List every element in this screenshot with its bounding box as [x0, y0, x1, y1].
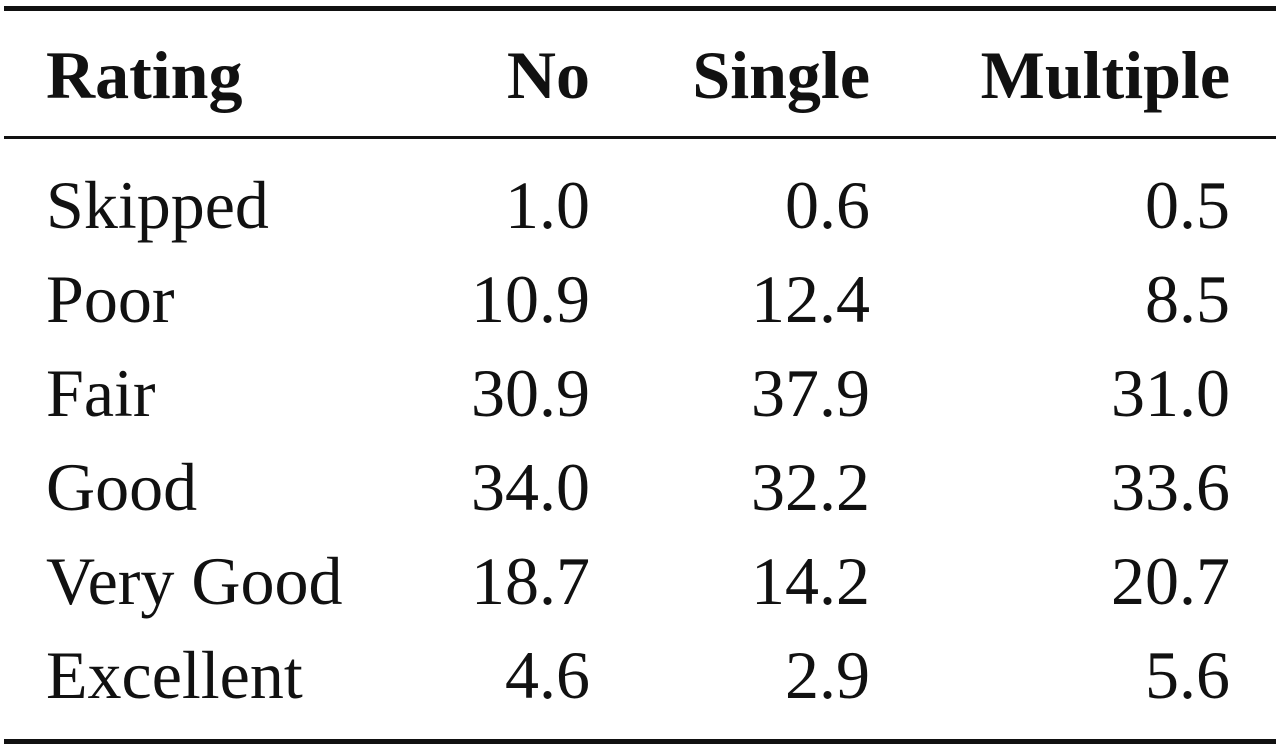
- cell-single: 0.6: [785, 167, 870, 243]
- table-bottom-rule: [4, 739, 1276, 744]
- cell-no: 30.9: [471, 355, 590, 431]
- table-row: Very Good 18.7 14.2 20.7: [0, 534, 1280, 628]
- table-row: Fair 30.9 37.9 31.0: [0, 346, 1280, 440]
- header-rating: Rating: [46, 37, 243, 113]
- cell-multiple: 5.6: [1145, 637, 1230, 713]
- cell-single: 14.2: [751, 543, 870, 619]
- cell-single: 2.9: [785, 637, 870, 713]
- row-label: Skipped: [46, 167, 269, 243]
- cell-no: 18.7: [471, 543, 590, 619]
- cell-no: 4.6: [505, 637, 590, 713]
- table-row: Excellent 4.6 2.9 5.6: [0, 628, 1280, 722]
- row-label: Excellent: [46, 637, 303, 713]
- cell-single: 37.9: [751, 355, 870, 431]
- table-row: Good 34.0 32.2 33.6: [0, 440, 1280, 534]
- row-label: Fair: [46, 355, 156, 431]
- row-label: Very Good: [46, 543, 343, 619]
- cell-single: 12.4: [751, 261, 870, 337]
- header-multiple: Multiple: [980, 37, 1230, 113]
- cell-multiple: 8.5: [1145, 261, 1230, 337]
- cell-multiple: 33.6: [1111, 449, 1230, 525]
- cell-multiple: 31.0: [1111, 355, 1230, 431]
- row-label: Poor: [46, 261, 175, 337]
- header-single: Single: [692, 37, 870, 113]
- table-header-rule: [4, 136, 1276, 139]
- row-label: Good: [46, 449, 198, 525]
- cell-single: 32.2: [751, 449, 870, 525]
- header-no: No: [506, 37, 590, 113]
- table-header-row: Rating No Single Multiple: [0, 28, 1280, 122]
- table-top-rule: [4, 6, 1276, 11]
- cell-no: 1.0: [505, 167, 590, 243]
- cell-multiple: 0.5: [1145, 167, 1230, 243]
- cell-no: 34.0: [471, 449, 590, 525]
- table-row: Skipped 1.0 0.6 0.5: [0, 158, 1280, 252]
- cell-multiple: 20.7: [1111, 543, 1230, 619]
- cell-no: 10.9: [471, 261, 590, 337]
- table-row: Poor 10.9 12.4 8.5: [0, 252, 1280, 346]
